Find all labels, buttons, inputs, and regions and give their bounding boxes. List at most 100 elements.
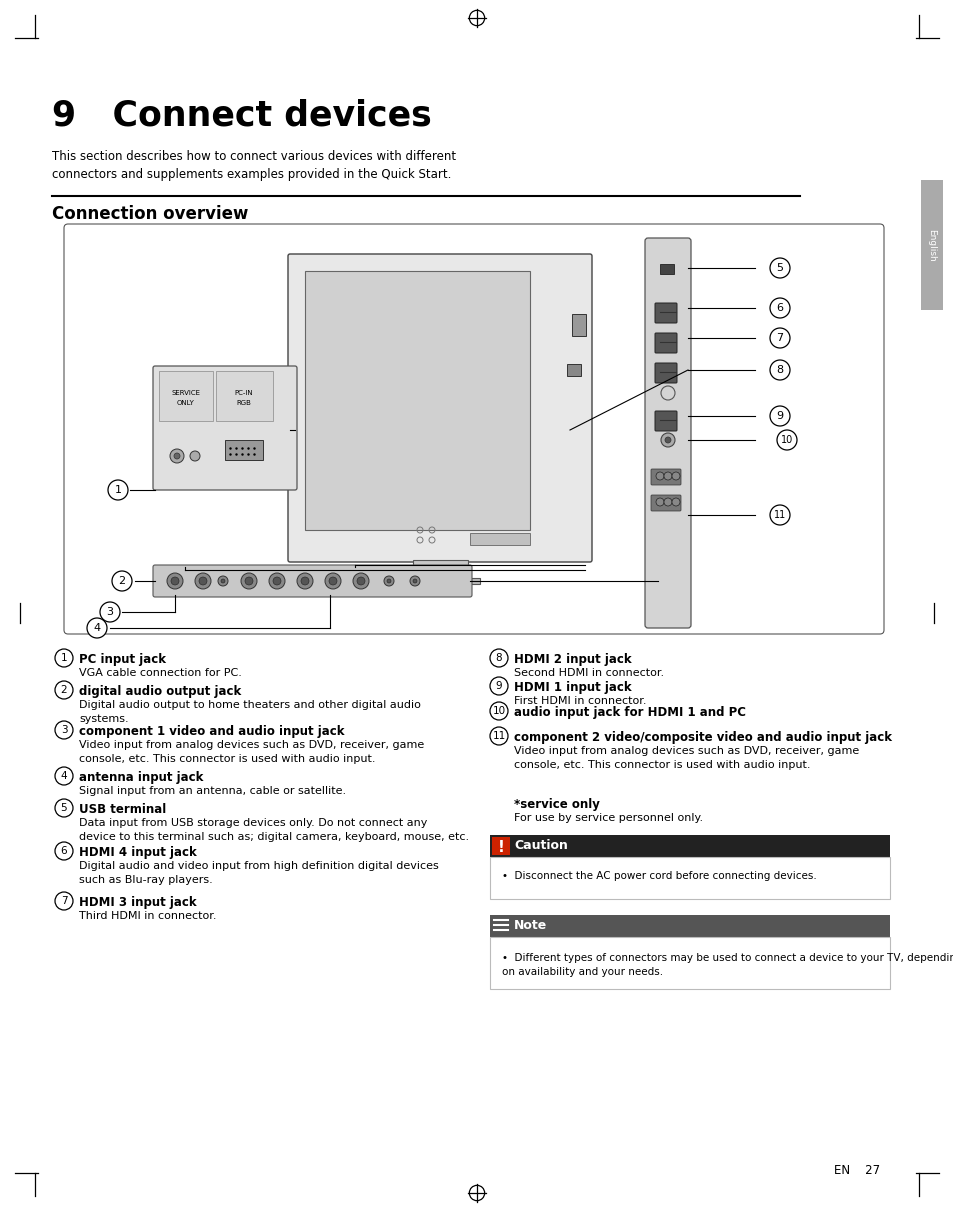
- Text: 1: 1: [114, 484, 121, 495]
- Text: 1: 1: [61, 653, 68, 662]
- Text: Video input from analog devices such as DVD, receiver, game
console, etc. This c: Video input from analog devices such as …: [79, 740, 424, 764]
- Text: Video input from analog devices such as DVD, receiver, game
console, etc. This c: Video input from analog devices such as …: [514, 746, 859, 770]
- FancyBboxPatch shape: [920, 180, 942, 310]
- Circle shape: [190, 450, 200, 461]
- Text: 11: 11: [773, 510, 785, 520]
- Text: English: English: [926, 229, 936, 262]
- FancyBboxPatch shape: [470, 533, 530, 545]
- Text: 4: 4: [93, 622, 100, 633]
- Text: antenna input jack: antenna input jack: [79, 771, 203, 784]
- Circle shape: [296, 573, 313, 589]
- Circle shape: [660, 434, 675, 447]
- Text: 8: 8: [496, 653, 502, 662]
- Text: Data input from USB storage devices only. Do not connect any
device to this term: Data input from USB storage devices only…: [79, 817, 469, 842]
- FancyBboxPatch shape: [490, 836, 889, 857]
- FancyBboxPatch shape: [566, 365, 580, 375]
- Circle shape: [384, 576, 394, 586]
- FancyBboxPatch shape: [655, 303, 677, 323]
- FancyBboxPatch shape: [655, 333, 677, 352]
- Text: 10: 10: [781, 435, 792, 444]
- Circle shape: [245, 576, 253, 585]
- Text: For use by service personnel only.: For use by service personnel only.: [514, 813, 702, 823]
- Text: *service only: *service only: [514, 798, 599, 811]
- Circle shape: [273, 576, 281, 585]
- Text: HDMI 3 input jack: HDMI 3 input jack: [79, 896, 196, 909]
- Circle shape: [199, 576, 207, 585]
- Circle shape: [218, 576, 228, 586]
- FancyBboxPatch shape: [644, 239, 690, 629]
- Text: Signal input from an antenna, cable or satellite.: Signal input from an antenna, cable or s…: [79, 786, 346, 796]
- Text: ONLY: ONLY: [177, 400, 194, 406]
- FancyBboxPatch shape: [659, 264, 673, 274]
- Text: PC input jack: PC input jack: [79, 653, 166, 666]
- Circle shape: [356, 576, 365, 585]
- Circle shape: [387, 579, 391, 582]
- Text: Connection overview: Connection overview: [52, 205, 248, 223]
- Text: VGA cable connection for PC.: VGA cable connection for PC.: [79, 668, 242, 678]
- FancyBboxPatch shape: [655, 411, 677, 431]
- FancyBboxPatch shape: [225, 440, 263, 460]
- Circle shape: [656, 472, 663, 480]
- Text: 5: 5: [776, 263, 782, 272]
- Circle shape: [325, 573, 340, 589]
- Circle shape: [221, 579, 225, 582]
- Text: •  Disconnect the AC power cord before connecting devices.: • Disconnect the AC power cord before co…: [501, 871, 816, 880]
- FancyBboxPatch shape: [655, 363, 677, 383]
- Text: HDMI 1 input jack: HDMI 1 input jack: [514, 681, 631, 694]
- FancyBboxPatch shape: [159, 371, 213, 421]
- Text: USB terminal: USB terminal: [79, 803, 166, 816]
- Text: •  Different types of connectors may be used to connect a device to your TV, dep: • Different types of connectors may be u…: [501, 953, 953, 977]
- Text: 4: 4: [61, 771, 68, 781]
- Text: Digital audio and video input from high definition digital devices
such as Blu-r: Digital audio and video input from high …: [79, 861, 438, 884]
- Text: Note: Note: [514, 919, 547, 932]
- Text: Caution: Caution: [514, 839, 567, 853]
- Text: Digital audio output to home theaters and other digital audio
systems.: Digital audio output to home theaters an…: [79, 700, 420, 724]
- Circle shape: [329, 576, 336, 585]
- FancyBboxPatch shape: [152, 566, 472, 597]
- Text: 3: 3: [61, 725, 68, 735]
- Circle shape: [663, 498, 671, 506]
- Text: 10: 10: [492, 706, 505, 716]
- Text: digital audio output jack: digital audio output jack: [79, 685, 241, 698]
- FancyBboxPatch shape: [492, 837, 510, 855]
- Circle shape: [194, 573, 211, 589]
- Text: HDMI 2 input jack: HDMI 2 input jack: [514, 653, 631, 666]
- Text: EN    27: EN 27: [833, 1164, 879, 1177]
- Circle shape: [100, 602, 120, 622]
- Circle shape: [167, 573, 183, 589]
- Text: 3: 3: [107, 607, 113, 616]
- Circle shape: [656, 498, 663, 506]
- Circle shape: [769, 258, 789, 279]
- Text: component 2 video/composite video and audio input jack: component 2 video/composite video and au…: [514, 731, 891, 744]
- FancyBboxPatch shape: [305, 271, 530, 530]
- Circle shape: [241, 573, 256, 589]
- Text: RGB: RGB: [236, 400, 252, 406]
- FancyBboxPatch shape: [572, 314, 585, 335]
- Circle shape: [269, 573, 285, 589]
- Circle shape: [776, 430, 796, 450]
- Text: 9   Connect devices: 9 Connect devices: [52, 98, 432, 132]
- Circle shape: [173, 453, 180, 459]
- Text: audio input jack for HDMI 1 and PC: audio input jack for HDMI 1 and PC: [514, 706, 745, 719]
- Circle shape: [769, 298, 789, 318]
- Text: Third HDMI in connector.: Third HDMI in connector.: [79, 911, 216, 922]
- Text: 2: 2: [61, 685, 68, 695]
- Text: 5: 5: [61, 803, 68, 813]
- FancyBboxPatch shape: [492, 917, 510, 935]
- Text: This section describes how to connect various devices with different
connectors : This section describes how to connect va…: [52, 150, 456, 180]
- Text: 2: 2: [118, 576, 126, 586]
- Text: HDMI 4 input jack: HDMI 4 input jack: [79, 846, 196, 859]
- Text: 7: 7: [776, 333, 782, 343]
- Circle shape: [413, 579, 416, 582]
- Circle shape: [301, 576, 309, 585]
- Text: 6: 6: [776, 303, 782, 312]
- FancyBboxPatch shape: [64, 224, 883, 635]
- FancyBboxPatch shape: [490, 916, 889, 937]
- Text: 11: 11: [492, 731, 505, 741]
- Circle shape: [170, 449, 184, 463]
- FancyBboxPatch shape: [288, 254, 592, 562]
- Text: 8: 8: [776, 365, 782, 375]
- Text: First HDMI in connector.: First HDMI in connector.: [514, 696, 646, 706]
- Circle shape: [353, 573, 369, 589]
- Circle shape: [108, 480, 128, 500]
